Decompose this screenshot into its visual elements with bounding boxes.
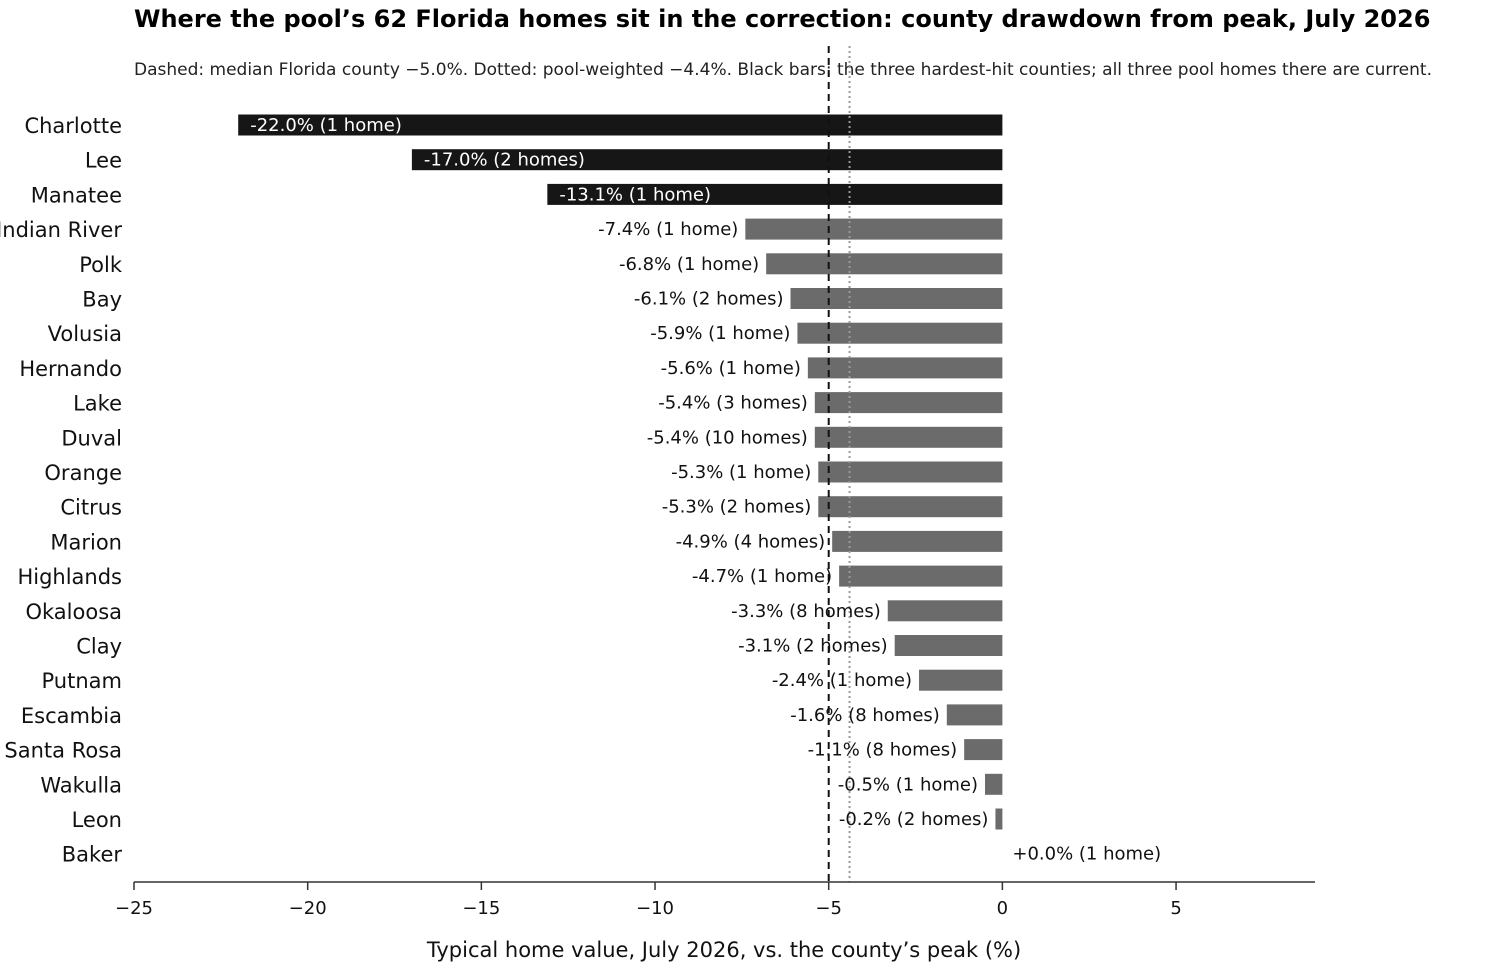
- data-label-lake: -5.4% (3 homes): [658, 393, 808, 414]
- data-label-charlotte: -22.0% (1 home): [250, 115, 402, 136]
- category-label-okaloosa: Okaloosa: [25, 600, 122, 624]
- data-label-wakulla: -0.5% (1 home): [838, 774, 978, 795]
- bar-santa-rosa: [964, 739, 1003, 761]
- x-axis-title: Typical home value, July 2026, vs. the c…: [426, 938, 1021, 962]
- category-label-bay: Bay: [82, 288, 122, 312]
- category-label-polk: Polk: [79, 253, 123, 277]
- bar-bay: [790, 288, 1003, 309]
- x-tick-label: −10: [636, 898, 674, 919]
- x-tick-label: −20: [289, 898, 327, 919]
- x-tick-label: 0: [997, 898, 1008, 919]
- data-label-indian-river: -7.4% (1 home): [598, 219, 738, 240]
- category-label-escambia: Escambia: [21, 704, 122, 728]
- category-label-clay: Clay: [76, 635, 122, 659]
- bar-marion: [832, 530, 1003, 552]
- bar-duval: [814, 426, 1003, 448]
- category-label-putnam: Putnam: [42, 669, 122, 693]
- category-label-hernando: Hernando: [19, 357, 122, 381]
- bar-putnam: [919, 669, 1003, 691]
- category-label-baker: Baker: [62, 843, 123, 867]
- bar-indian-river: [745, 218, 1003, 240]
- data-label-putnam: -2.4% (1 home): [772, 670, 912, 691]
- category-label-charlotte: Charlotte: [24, 114, 122, 138]
- data-label-lee: -17.0% (2 homes): [424, 150, 585, 171]
- bar-escambia: [946, 704, 1003, 726]
- data-label-okaloosa: -3.3% (8 homes): [731, 601, 881, 622]
- x-axis: −25 −20 −15 −10 −5 0 5: [115, 881, 1315, 919]
- category-label-wakulla: Wakulla: [40, 773, 122, 797]
- category-label-lake: Lake: [73, 392, 122, 416]
- category-label-indian-river: Indian River: [0, 218, 122, 242]
- bar-lake: [814, 392, 1003, 414]
- data-label-marion: -4.9% (4 homes): [676, 531, 826, 552]
- reference-lines-layer: [827, 46, 851, 882]
- data-label-citrus: -5.3% (2 homes): [662, 497, 812, 518]
- bar-wakulla: [985, 773, 1003, 795]
- data-label-hernando: -5.6% (1 home): [661, 358, 801, 379]
- data-label-polk: -6.8% (1 home): [619, 254, 759, 275]
- data-label-santa-rosa: -1.1% (8 homes): [808, 740, 958, 761]
- category-label-highlands: Highlands: [17, 565, 122, 589]
- bar-manatee: [547, 183, 1003, 205]
- category-label-citrus: Citrus: [60, 496, 122, 520]
- category-label-leon: Leon: [72, 808, 122, 832]
- data-label-manatee: -13.1% (1 home): [559, 184, 711, 205]
- bar-lee: [411, 149, 1003, 171]
- bar-okaloosa: [887, 600, 1003, 622]
- category-label-santa-rosa: Santa Rosa: [4, 739, 122, 763]
- data-labels-layer: -22.0% (1 home) -17.0% (2 homes) -13.1% (1…: [250, 115, 1161, 865]
- data-label-baker: +0.0% (1 home): [1012, 844, 1161, 865]
- category-label-lee: Lee: [85, 149, 122, 173]
- data-label-highlands: -4.7% (1 home): [692, 566, 832, 587]
- chart-subtitle: Dashed: median Florida county −5.0%. Dot…: [134, 60, 1432, 80]
- category-label-duval: Duval: [61, 426, 122, 450]
- data-label-clay: -3.1% (2 homes): [738, 636, 888, 657]
- x-tick-label: −15: [462, 898, 500, 919]
- x-tick-label: −5: [815, 898, 842, 919]
- bar-citrus: [818, 496, 1003, 518]
- category-label-marion: Marion: [50, 530, 122, 554]
- data-label-escambia: -1.6% (8 homes): [790, 705, 940, 726]
- category-label-volusia: Volusia: [48, 322, 122, 346]
- bar-orange: [818, 461, 1003, 483]
- x-tick-label: −25: [115, 898, 153, 919]
- category-label-orange: Orange: [44, 461, 122, 485]
- bars-layer: [238, 114, 1003, 830]
- bar-clay: [894, 635, 1003, 656]
- bar-highlands: [839, 565, 1003, 587]
- bar-hernando: [807, 357, 1003, 379]
- data-label-orange: -5.3% (1 home): [671, 462, 811, 483]
- bar-charlotte: [238, 114, 1003, 136]
- category-labels-layer: Charlotte Lee Manatee Indian River Polk Bay Vo…: [0, 114, 123, 867]
- data-label-leon: -0.2% (2 homes): [839, 809, 989, 830]
- data-label-volusia: -5.9% (1 home): [650, 323, 790, 344]
- data-label-bay: -6.1% (2 homes): [634, 289, 784, 310]
- bar-leon: [995, 808, 1003, 830]
- category-label-manatee: Manatee: [31, 183, 122, 207]
- data-label-duval: -5.4% (10 homes): [647, 427, 808, 448]
- x-tick-label: 5: [1170, 898, 1181, 919]
- bar-polk: [766, 253, 1003, 275]
- chart-title: Where the pool’s 62 Florida homes sit in…: [134, 5, 1430, 33]
